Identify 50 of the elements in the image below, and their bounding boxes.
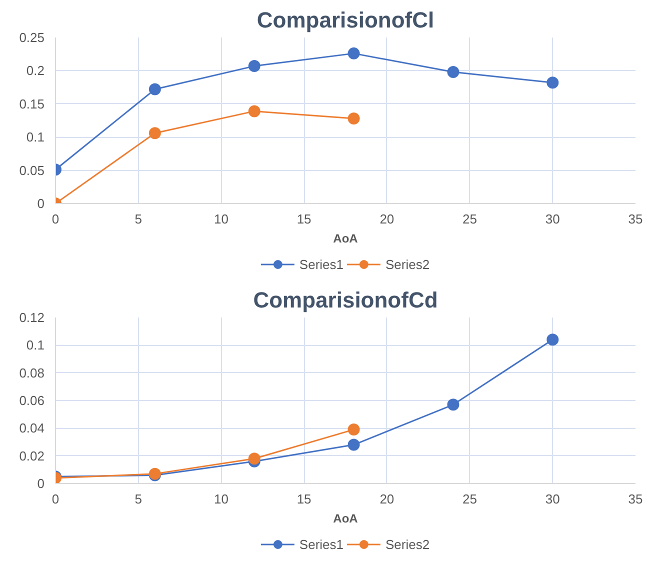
x-tick-label: 10 (214, 212, 228, 226)
y-tick-label: 0.1 (26, 130, 45, 145)
y-tick-label: 0 (37, 476, 45, 491)
legend-label: Series2 (386, 536, 430, 552)
point (447, 398, 460, 411)
y-tick-label: 0.04 (19, 420, 45, 436)
y-tick-label: 0.08 (19, 365, 45, 380)
x-tick-label: 35 (628, 492, 643, 506)
x-tick-label: 25 (462, 212, 478, 226)
point (348, 112, 360, 124)
point (348, 424, 360, 436)
x-tick-label: 25 (462, 492, 478, 506)
x-axis-title: AoA (333, 512, 358, 526)
legend-label: Series1 (299, 256, 344, 272)
y-tick-label: 0.1 (26, 338, 45, 353)
point (546, 334, 559, 346)
point (348, 47, 360, 60)
y-tick-label: 0.05 (19, 162, 45, 178)
legend-label: Series1 (299, 536, 344, 552)
x-tick-label: 20 (380, 492, 394, 506)
y-tick-label: 0.02 (19, 448, 45, 464)
x-tick-label: 10 (214, 492, 228, 506)
y-tick-label: 0.15 (19, 96, 45, 112)
point (546, 76, 559, 89)
x-tick-label: 0 (52, 492, 60, 506)
point (248, 452, 260, 465)
point (248, 105, 260, 118)
chart-title: ComparisionofCl (256, 8, 434, 32)
y-tick-label: 0.25 (19, 30, 45, 45)
x-tick-label: 30 (545, 492, 560, 506)
x-tick-label: 5 (134, 212, 142, 226)
point (447, 66, 460, 78)
x-axis-title: AoA (333, 232, 358, 246)
x-tick-label: 30 (545, 212, 560, 226)
y-tick-label: 0 (37, 196, 45, 211)
x-tick-label: 15 (296, 212, 312, 226)
x-tick-label: 5 (134, 492, 142, 506)
x-tick-label: 0 (52, 212, 60, 226)
legend-label: Series2 (386, 256, 430, 272)
x-tick-label: 35 (628, 212, 643, 226)
point (148, 127, 161, 140)
x-tick-label: 15 (296, 492, 312, 506)
y-tick-label: 0.06 (19, 393, 45, 408)
point (248, 60, 260, 72)
point (148, 83, 161, 96)
x-tick-label: 20 (380, 212, 394, 226)
point (348, 438, 360, 451)
y-tick-label: 0.12 (19, 310, 45, 325)
y-tick-label: 0.2 (26, 63, 45, 78)
chart-title: ComparisionofCd (253, 288, 438, 312)
